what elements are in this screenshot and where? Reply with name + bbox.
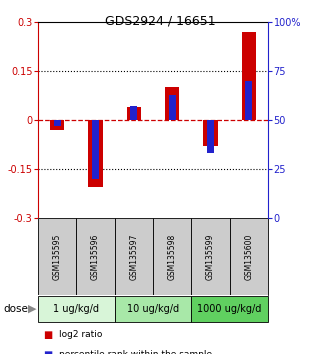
Text: GSM135600: GSM135600: [244, 233, 253, 280]
Text: 1000 ug/kg/d: 1000 ug/kg/d: [197, 304, 262, 314]
Bar: [130, 106, 137, 120]
Bar: [241, 32, 256, 120]
Text: ■: ■: [43, 349, 52, 354]
FancyBboxPatch shape: [191, 296, 268, 322]
Bar: [165, 87, 179, 120]
Bar: [207, 120, 214, 153]
FancyBboxPatch shape: [115, 218, 153, 295]
Text: ■: ■: [43, 330, 52, 340]
FancyBboxPatch shape: [230, 218, 268, 295]
Bar: [203, 120, 218, 146]
FancyBboxPatch shape: [191, 218, 230, 295]
Text: GSM135598: GSM135598: [168, 233, 177, 280]
Bar: [92, 120, 99, 179]
FancyBboxPatch shape: [38, 218, 76, 295]
Bar: [245, 81, 252, 120]
Text: 1 ug/kg/d: 1 ug/kg/d: [53, 304, 99, 314]
Text: log2 ratio: log2 ratio: [59, 330, 102, 339]
Text: 10 ug/kg/d: 10 ug/kg/d: [127, 304, 179, 314]
Bar: [126, 107, 141, 120]
Text: ▶: ▶: [28, 304, 36, 314]
Text: GSM135597: GSM135597: [129, 233, 138, 280]
Text: GDS2924 / 16651: GDS2924 / 16651: [105, 14, 216, 27]
FancyBboxPatch shape: [38, 296, 115, 322]
Text: percentile rank within the sample: percentile rank within the sample: [59, 349, 212, 354]
Text: dose: dose: [3, 304, 28, 314]
Text: GSM135596: GSM135596: [91, 233, 100, 280]
Text: GSM135595: GSM135595: [53, 233, 62, 280]
Bar: [169, 95, 176, 120]
Text: GSM135599: GSM135599: [206, 233, 215, 280]
Bar: [88, 120, 103, 187]
Bar: [50, 120, 65, 130]
FancyBboxPatch shape: [76, 218, 115, 295]
Bar: [54, 120, 61, 126]
FancyBboxPatch shape: [153, 218, 191, 295]
FancyBboxPatch shape: [115, 296, 191, 322]
